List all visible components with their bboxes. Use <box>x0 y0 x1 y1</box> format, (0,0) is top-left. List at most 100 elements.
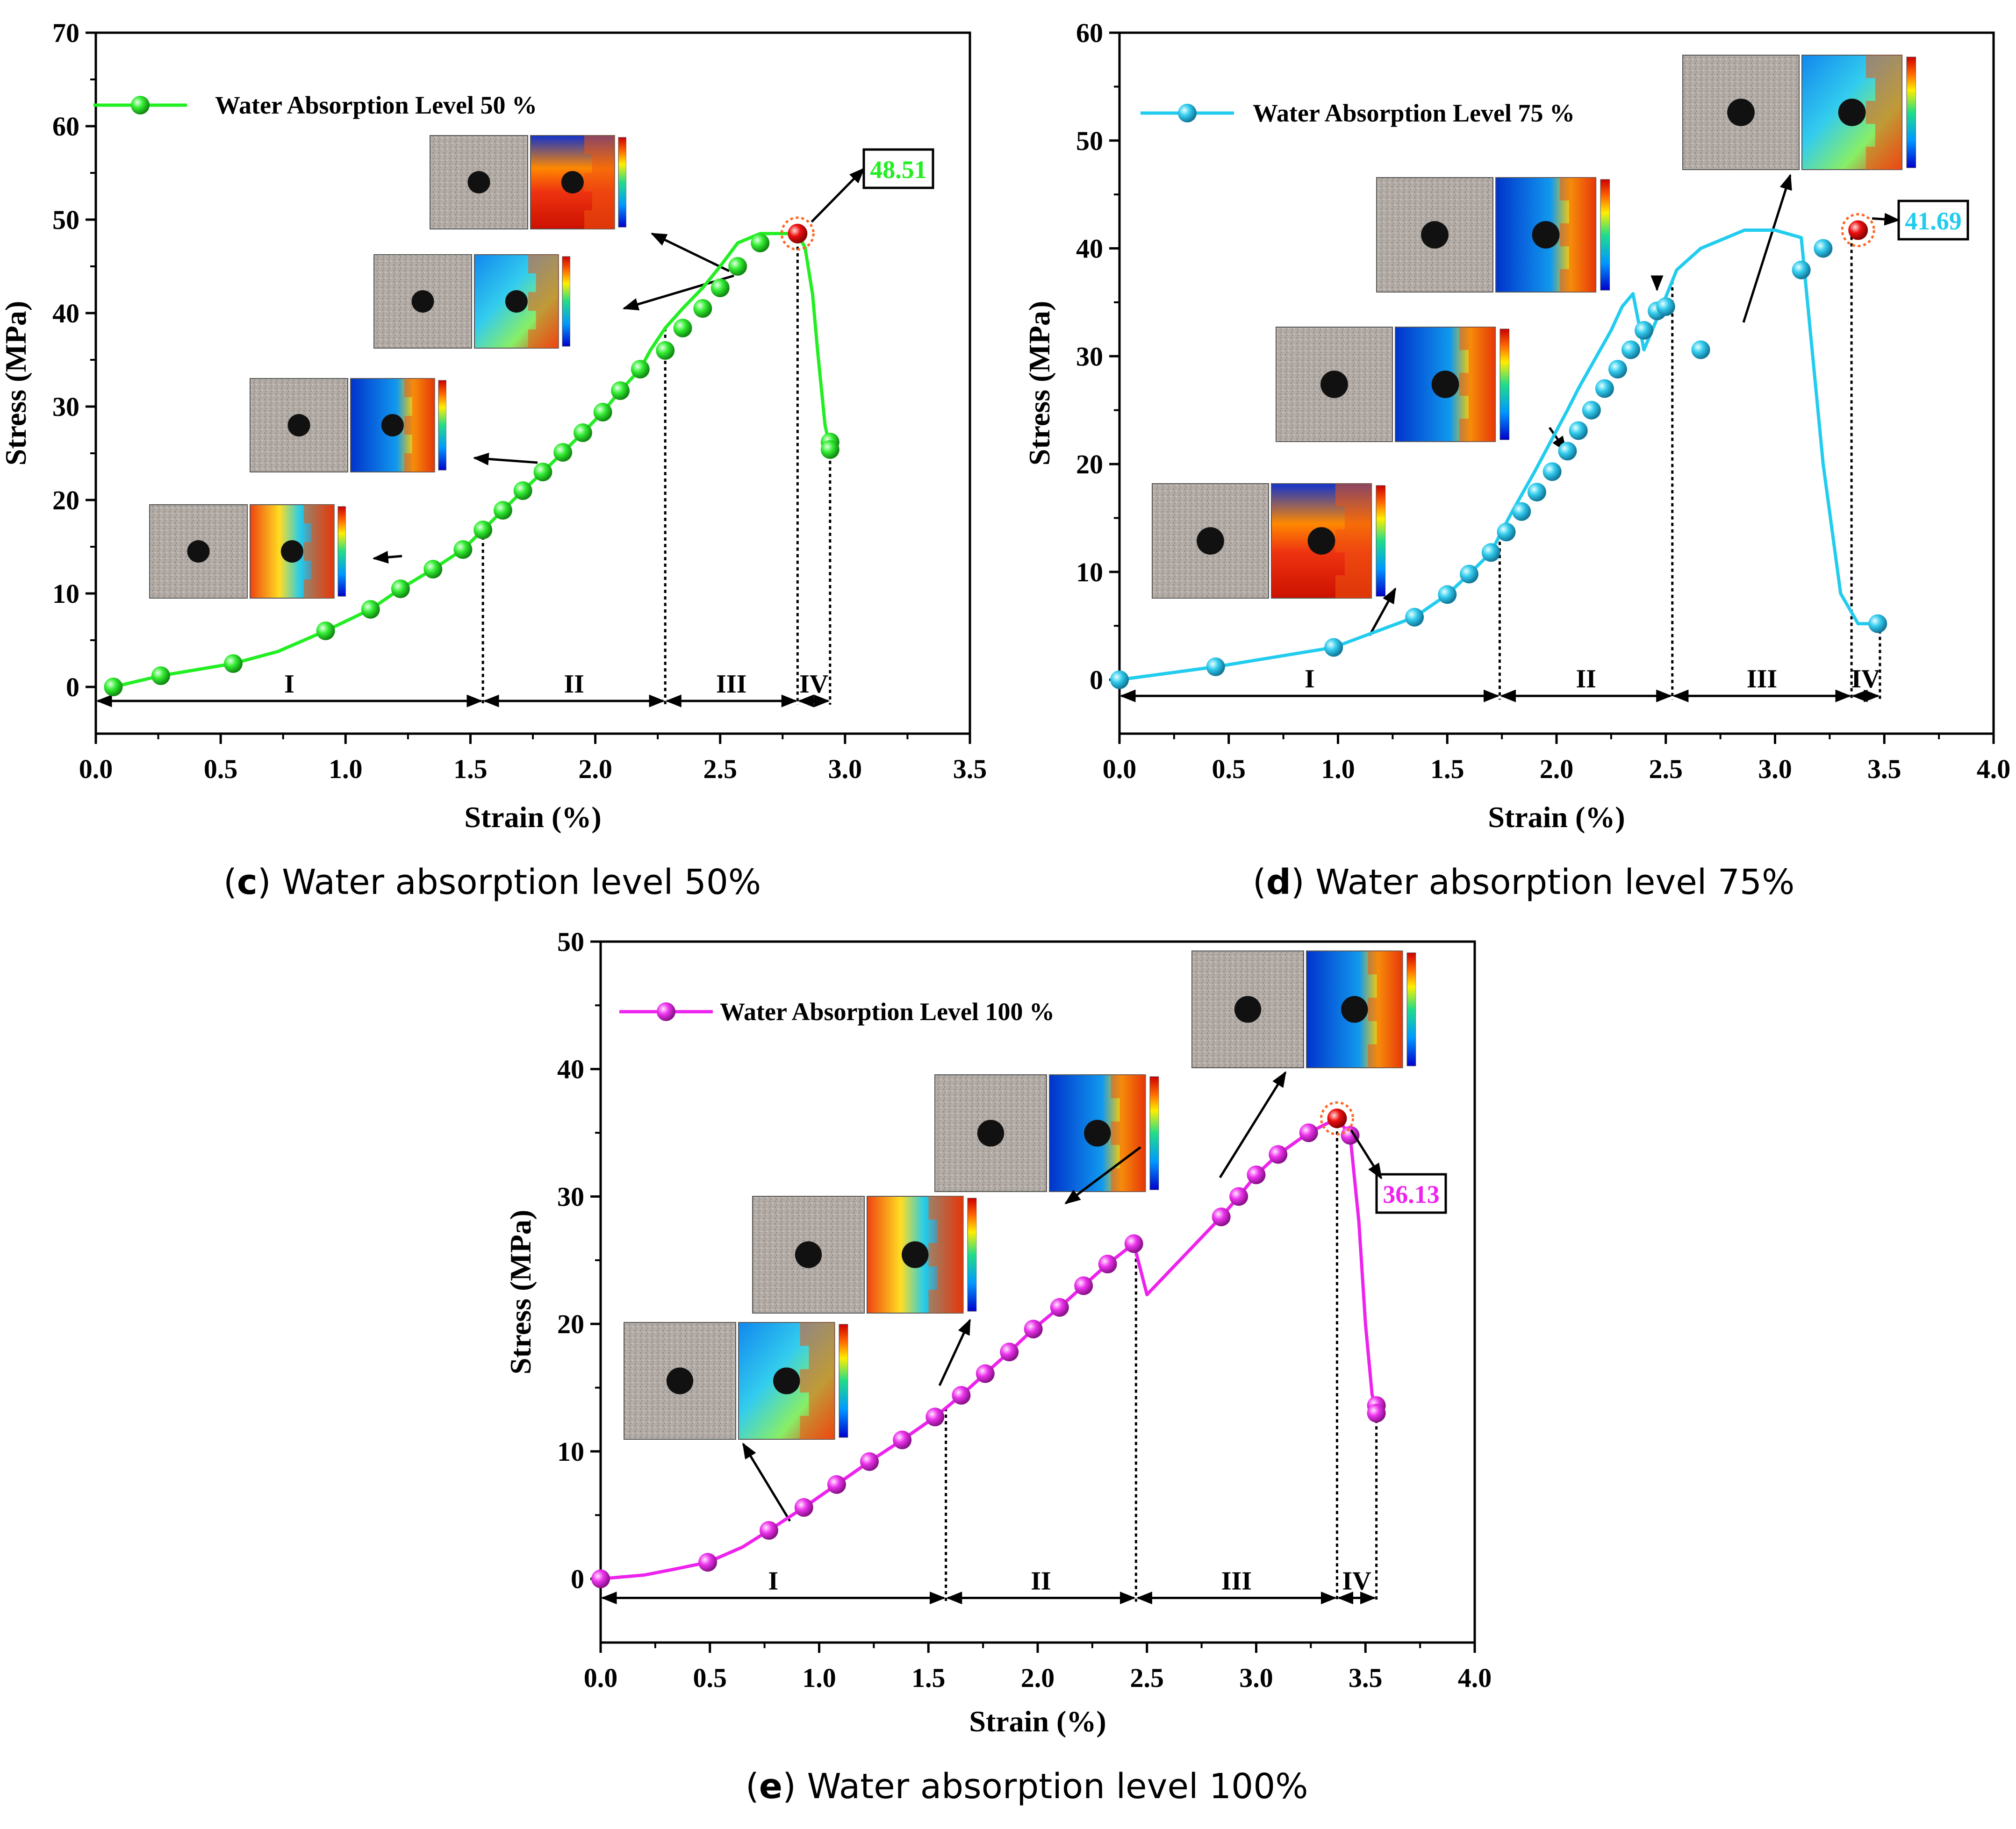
data-point <box>1206 657 1225 676</box>
colorbar-edge <box>1385 484 1388 598</box>
y-tick-label: 40 <box>557 1054 584 1085</box>
colorbar <box>618 137 627 228</box>
x-tick-label: 1.5 <box>1430 754 1464 784</box>
y-axis-label: Stress (MPa) <box>0 301 32 466</box>
colorbar-edge <box>570 255 572 348</box>
data-point <box>1656 297 1675 316</box>
y-tick-label: 10 <box>1076 557 1103 587</box>
inset-arrow <box>1219 1071 1287 1179</box>
x-tick-label: 2.5 <box>703 754 737 784</box>
y-tick-label: 30 <box>1076 341 1103 372</box>
x-tick-label: 0.5 <box>1212 754 1246 784</box>
data-point <box>1438 585 1457 604</box>
legend-marker <box>131 96 150 114</box>
data-point <box>1635 321 1653 340</box>
x-tick-label: 1.0 <box>1321 754 1355 784</box>
strain-band <box>1368 951 1403 1068</box>
data-point <box>1497 522 1516 542</box>
colorbar <box>1600 179 1610 291</box>
x-tick-label: 0.5 <box>693 1663 727 1693</box>
colorbar-edge <box>446 379 448 472</box>
legend-marker <box>657 1002 675 1021</box>
x-tick-label: 3.0 <box>1758 754 1792 784</box>
data-point <box>1341 1126 1360 1145</box>
dic-inset <box>1191 950 1418 1179</box>
strain-band <box>1559 178 1596 292</box>
colorbar-edge <box>345 505 348 598</box>
colorbar-edge <box>1610 178 1612 292</box>
x-tick-label: 2.0 <box>1021 1663 1055 1693</box>
stage-label: III <box>716 670 746 699</box>
dic-inset <box>1276 327 1567 452</box>
data-point <box>151 666 170 685</box>
specimen-hole <box>1197 527 1224 555</box>
x-tick-label: 0.5 <box>204 754 238 784</box>
data-point <box>1868 614 1887 633</box>
specimen-hole <box>666 1367 694 1394</box>
data-point <box>693 299 712 318</box>
inset-arrow <box>372 550 402 564</box>
dic-inset <box>1152 483 1397 636</box>
strain-band <box>303 505 334 598</box>
y-axis-label: Stress (MPa) <box>1023 301 1056 466</box>
data-point <box>1691 340 1710 359</box>
colorbar-edge <box>976 1196 979 1313</box>
inset-arrow <box>938 1318 971 1386</box>
peak-ring <box>1841 213 1875 248</box>
colorbar <box>1906 57 1916 168</box>
data-point <box>759 1521 778 1540</box>
dic-inset <box>752 1196 979 1386</box>
data-point <box>698 1553 717 1572</box>
specimen-hole <box>902 1241 929 1268</box>
y-tick-label: 10 <box>557 1436 584 1467</box>
stage-label: III <box>1221 1567 1252 1596</box>
x-tick-label: 4.0 <box>1458 1663 1492 1693</box>
data-point <box>423 560 443 579</box>
data-point <box>493 501 512 520</box>
data-point <box>1608 360 1627 379</box>
specimen-hole <box>467 171 490 193</box>
stage-label: IV <box>1851 664 1880 693</box>
peak-value: 41.69 <box>1905 207 1962 235</box>
stage-label: I <box>1305 664 1315 693</box>
y-tick-label: 30 <box>52 392 79 422</box>
data-point <box>1324 638 1343 657</box>
data-point <box>223 654 243 673</box>
inset-arrow <box>1742 173 1792 323</box>
chart-panel-d: 0.0 0.5 1.0 1.5 2.0 2.5 3.0 3.5 4.0 0 10 20 30 40 50 60… <box>1023 18 2010 834</box>
data-point <box>1621 340 1640 359</box>
x-tick-label: 4.0 <box>1977 754 2011 784</box>
specimen-hole <box>1431 371 1459 398</box>
legend-label: Water Absorption Level 75 % <box>1253 99 1575 127</box>
x-tick-label: 1.0 <box>802 1663 836 1693</box>
specimen-hole <box>505 290 528 313</box>
strain-band <box>1335 484 1372 598</box>
specimen-hole <box>1838 99 1866 126</box>
x-tick-label: 0.0 <box>79 754 113 784</box>
data-point <box>1229 1187 1248 1206</box>
x-tick-label: 2.5 <box>1649 754 1683 784</box>
data-point <box>1269 1145 1288 1164</box>
data-point <box>1460 564 1478 584</box>
legend-marker <box>1178 104 1197 122</box>
peak-ring <box>1320 1101 1354 1136</box>
y-tick-label: 30 <box>557 1181 584 1212</box>
stage-label: I <box>768 1567 778 1596</box>
y-tick-label: 10 <box>52 579 79 609</box>
specimen-hole <box>1532 221 1560 249</box>
peak-point <box>1848 220 1868 240</box>
legend-label: Water Absorption Level 50 % <box>215 91 537 119</box>
inset-arrow <box>1064 1146 1141 1205</box>
legend-label: Water Absorption Level 100 % <box>720 998 1055 1026</box>
data-point <box>553 443 573 462</box>
x-tick-label: 3.0 <box>1239 1663 1273 1693</box>
x-axis-label: Strain (%) <box>969 1705 1106 1738</box>
colorbar <box>337 506 346 597</box>
data-point <box>1024 1320 1043 1339</box>
colorbar-edge <box>626 136 628 229</box>
x-tick-label: 1.5 <box>911 1663 946 1693</box>
specimen-hole <box>795 1241 822 1268</box>
data-point <box>513 481 532 500</box>
strain-band <box>1111 1075 1146 1192</box>
specimen-hole <box>1307 527 1335 555</box>
